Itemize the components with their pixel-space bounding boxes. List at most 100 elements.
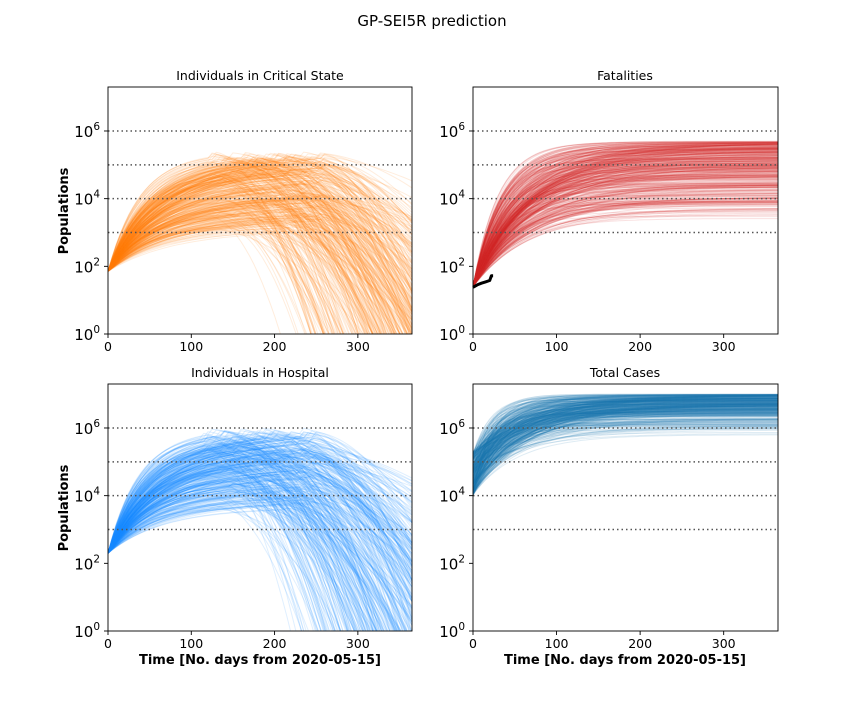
trajectory-line xyxy=(473,159,778,287)
trajectory-line xyxy=(108,206,409,334)
trajectory-line xyxy=(108,154,410,334)
trajectory-line xyxy=(108,489,412,554)
trajectory-line xyxy=(108,454,305,631)
trajectory-line xyxy=(108,468,361,631)
trajectory-line xyxy=(473,149,778,287)
trajectory-line xyxy=(108,183,339,334)
trajectory-line xyxy=(108,188,392,334)
trajectory-line xyxy=(108,492,351,631)
x-tick-label: 100 xyxy=(179,339,203,354)
trajectory-line xyxy=(473,182,778,287)
trajectory-line xyxy=(108,506,358,631)
trajectory-line xyxy=(473,394,778,461)
x-tick-label: 100 xyxy=(545,636,569,651)
trajectory-line xyxy=(108,160,412,272)
trajectory-line xyxy=(108,210,357,334)
trajectory-line xyxy=(473,145,778,287)
trajectory-line xyxy=(473,412,778,456)
panel-critical-state: Individuals in Critical State Population… xyxy=(57,68,413,354)
trajectory-line xyxy=(473,143,778,287)
trajectory-line xyxy=(473,182,778,287)
trajectory-line xyxy=(473,413,778,489)
trajectory-line xyxy=(108,179,401,334)
trajectory-line xyxy=(473,208,778,287)
trajectory-line xyxy=(473,143,778,287)
trajectory-line xyxy=(473,160,778,287)
trajectory-line xyxy=(108,452,412,611)
trajectory-line xyxy=(473,411,778,461)
trajectory-line xyxy=(473,143,778,287)
trajectory-line xyxy=(473,398,778,494)
trajectory-line xyxy=(108,196,373,334)
trajectory-line xyxy=(108,172,381,334)
trajectory-line xyxy=(108,159,412,272)
trajectory-line xyxy=(108,438,396,631)
trajectory-line xyxy=(108,492,391,631)
trajectory-line xyxy=(473,396,778,481)
trajectory-line xyxy=(108,441,412,556)
trajectory-line xyxy=(473,141,778,287)
trajectory-line xyxy=(108,169,412,291)
trajectory-line xyxy=(473,404,778,456)
trajectory-line xyxy=(108,168,412,272)
trajectory-line xyxy=(108,460,412,554)
trajectory-line xyxy=(108,429,341,631)
trajectory-line xyxy=(108,167,412,272)
trajectory-line xyxy=(108,186,396,334)
trajectory-line xyxy=(108,468,352,631)
trajectory-line xyxy=(473,405,778,490)
trajectory-line xyxy=(108,486,374,631)
trajectory-line xyxy=(473,160,778,287)
trajectory-line xyxy=(473,395,778,485)
trajectory-line xyxy=(108,216,412,272)
trajectory-line xyxy=(473,151,778,287)
trajectory-line xyxy=(473,408,778,473)
trajectory-line xyxy=(473,216,778,287)
trajectory-line xyxy=(108,158,412,272)
trajectory-line xyxy=(108,203,371,334)
trajectory-line xyxy=(108,496,412,609)
trajectory-line xyxy=(473,399,778,467)
trajectory-line xyxy=(473,155,778,287)
trajectory-line xyxy=(473,413,778,456)
y-tick-label: 102 xyxy=(439,256,465,276)
trajectory-line xyxy=(473,200,778,287)
trajectory-line xyxy=(473,400,778,491)
trajectory-line xyxy=(473,395,778,466)
trajectory-line xyxy=(473,160,778,287)
trajectory-line xyxy=(473,142,778,287)
trajectory-line xyxy=(473,421,778,459)
trajectory-line xyxy=(108,199,330,334)
trajectory-line xyxy=(473,405,778,467)
trajectory-line xyxy=(108,444,369,631)
trajectory-line xyxy=(108,170,412,272)
trajectory-line xyxy=(473,167,778,287)
trajectory-line xyxy=(473,163,778,287)
trajectory-line xyxy=(473,424,778,453)
trajectory-line xyxy=(473,403,778,488)
trajectory-line xyxy=(473,397,778,481)
trajectory-line xyxy=(473,214,778,287)
trajectory-line xyxy=(473,177,778,287)
trajectory-line xyxy=(473,405,778,488)
trajectory-line xyxy=(108,451,355,631)
trajectory-line xyxy=(108,478,363,631)
trajectory-line xyxy=(473,141,778,287)
trajectory-line xyxy=(108,456,349,631)
trajectory-line xyxy=(108,173,367,334)
trajectory-line xyxy=(108,152,395,334)
trajectory-line xyxy=(108,449,357,631)
trajectory-line xyxy=(473,397,778,464)
trajectory-line xyxy=(473,400,778,473)
trajectory-line xyxy=(108,218,398,334)
trajectory-line xyxy=(473,397,778,453)
y-tick-label: 104 xyxy=(439,189,465,209)
trajectory-line xyxy=(108,170,412,290)
trajectory-line xyxy=(108,161,317,334)
trajectory-line xyxy=(473,172,778,287)
trajectory-line xyxy=(473,406,778,489)
trajectory-line xyxy=(108,438,412,559)
trajectory-line xyxy=(473,174,778,287)
trajectory-line xyxy=(473,167,778,287)
trajectory-line xyxy=(108,208,368,334)
